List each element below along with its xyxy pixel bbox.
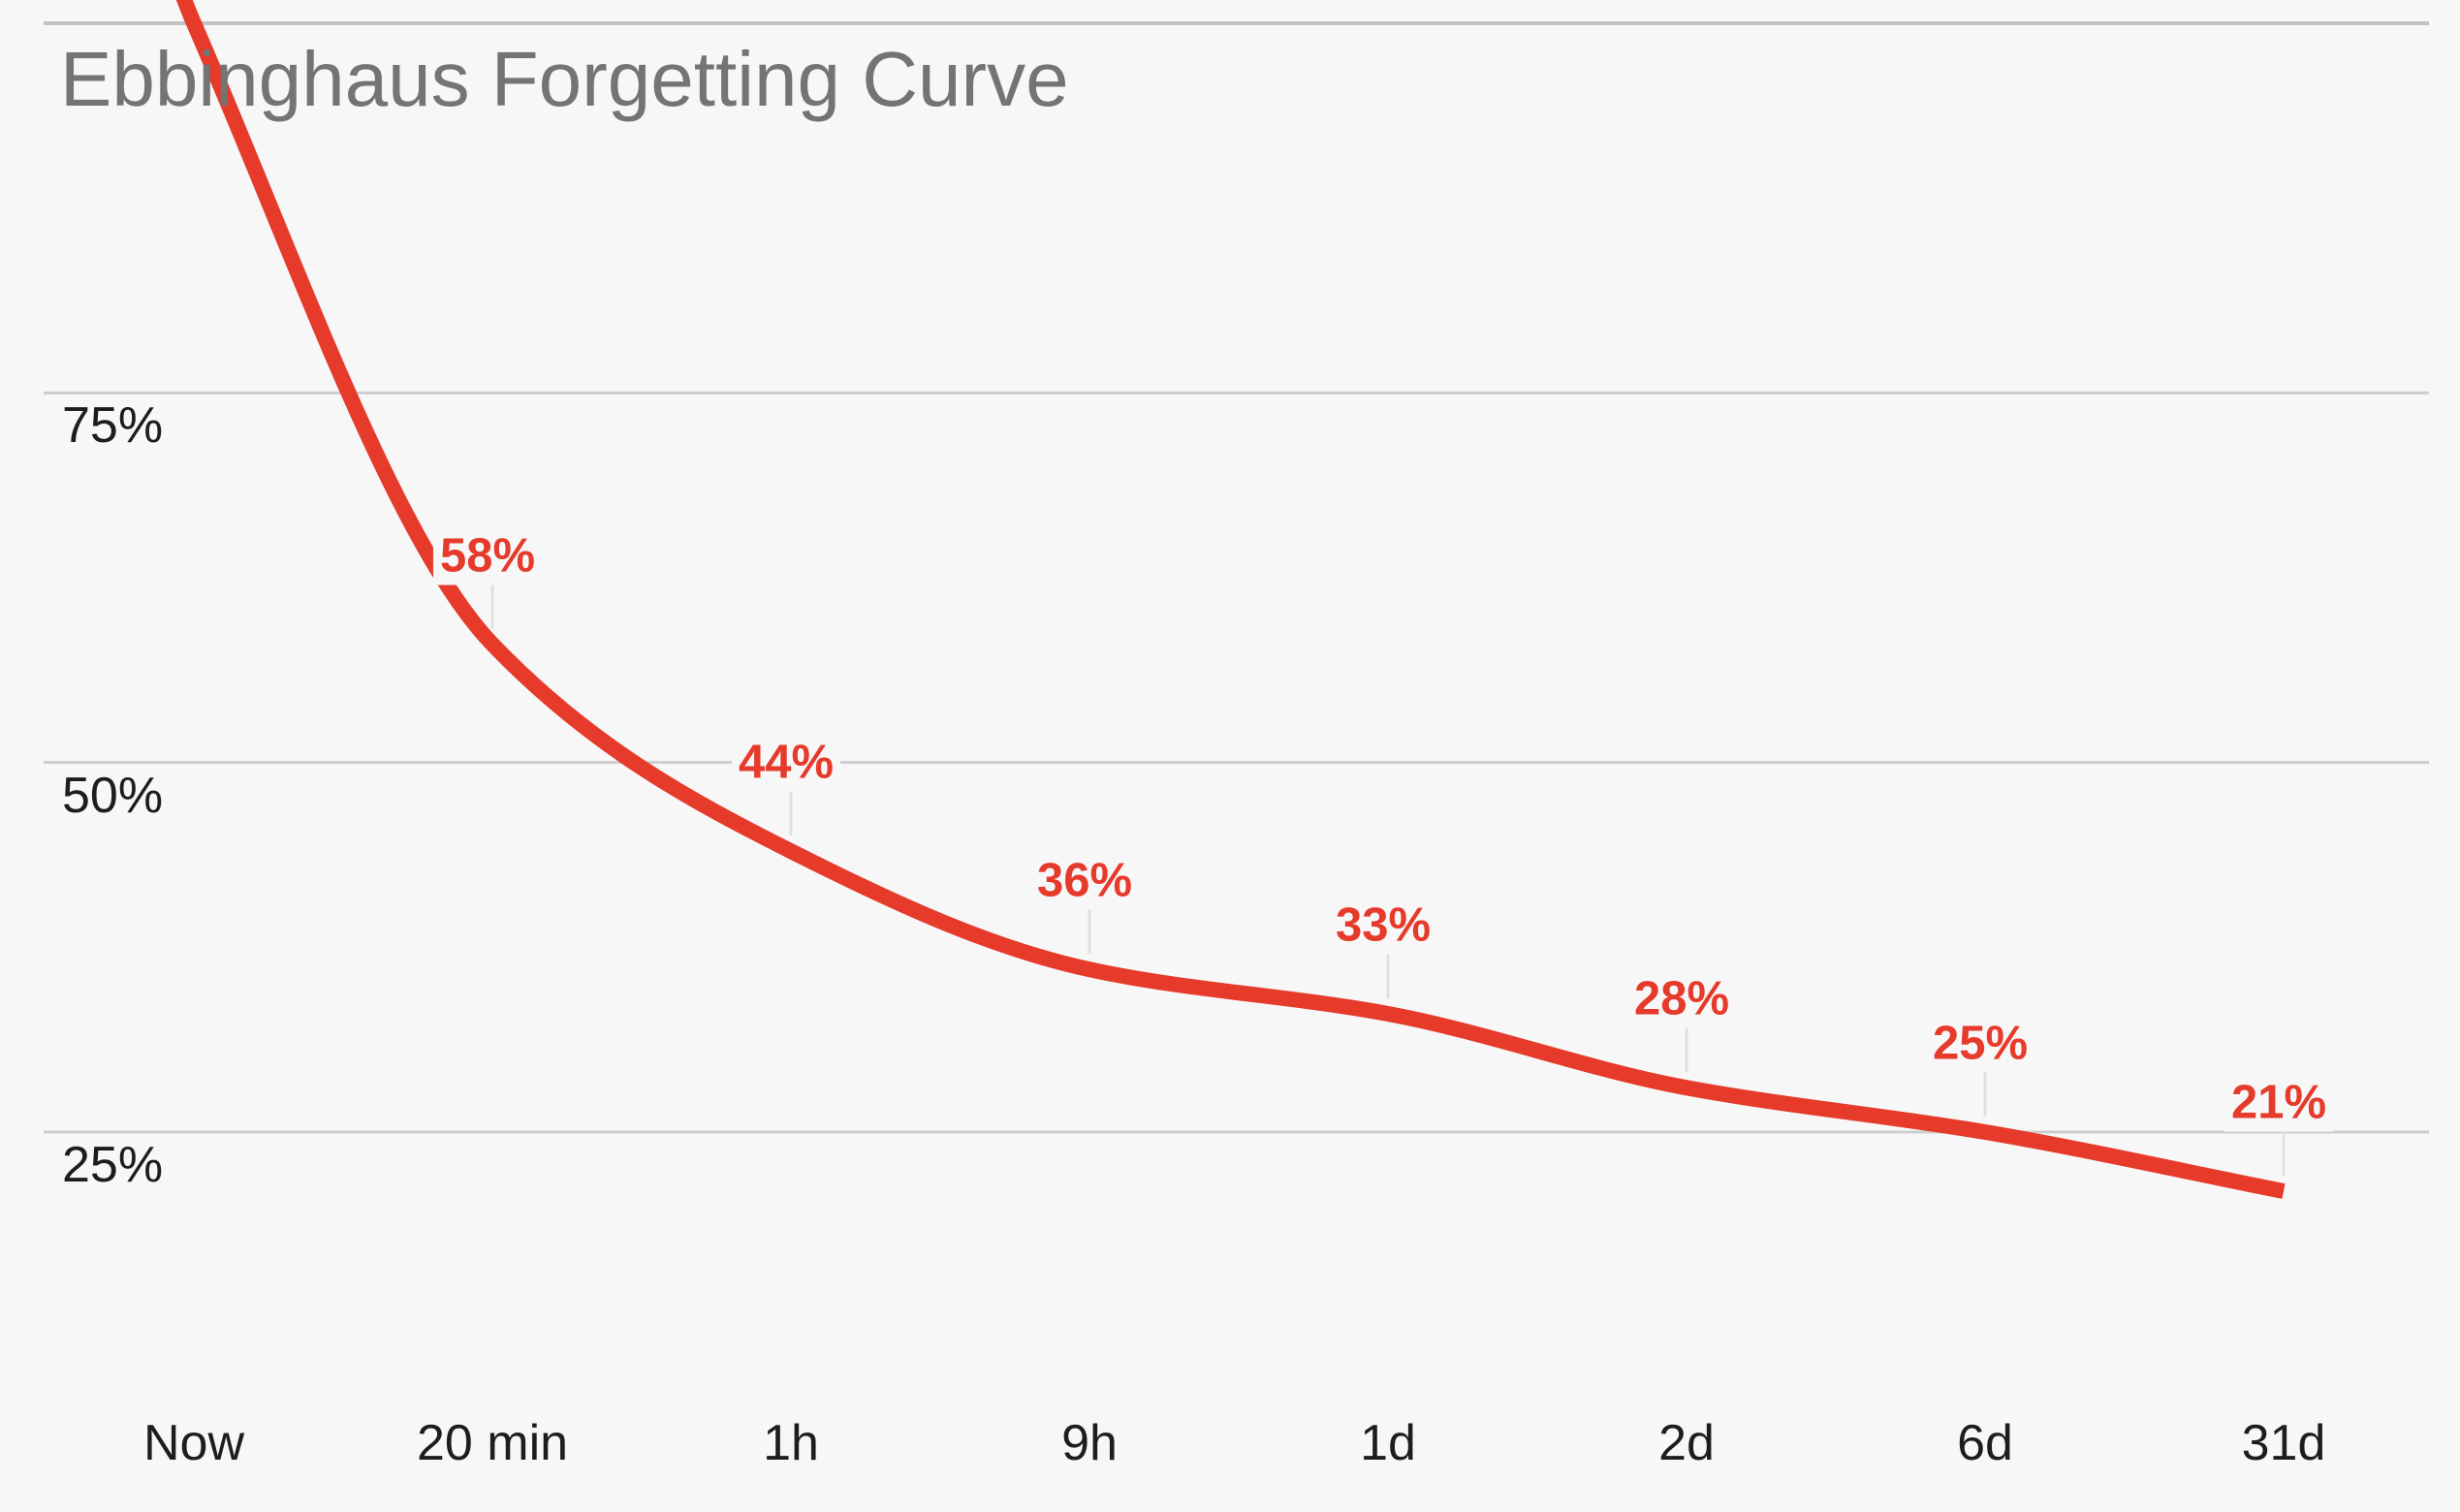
x-tick-label-1d: 1d bbox=[1360, 1415, 1416, 1471]
point-annotation-36%: 36% bbox=[1029, 852, 1140, 910]
y-tick-label-25%: 25% bbox=[62, 1136, 164, 1193]
point-annotation-25%: 25% bbox=[1925, 1015, 2035, 1073]
retention-curve bbox=[175, 0, 2286, 1199]
x-tick-label-6d: 6d bbox=[1957, 1415, 2013, 1471]
y-tick-label-75%: 75% bbox=[62, 397, 164, 455]
point-annotation-33%: 33% bbox=[1328, 897, 1438, 955]
x-tick-label-Now: Now bbox=[142, 1415, 245, 1471]
x-tick-label-1h: 1h bbox=[763, 1415, 819, 1471]
point-annotation-44%: 44% bbox=[731, 734, 841, 792]
x-tick-label-20-min: 20 min bbox=[416, 1415, 569, 1471]
x-tick-label-9h: 9h bbox=[1061, 1415, 1118, 1471]
point-annotation-21%: 21% bbox=[2223, 1074, 2334, 1132]
x-tick-label-31d: 31d bbox=[2241, 1415, 2326, 1471]
y-tick-label-50%: 50% bbox=[62, 767, 164, 824]
x-tick-label-2d: 2d bbox=[1658, 1415, 1715, 1471]
point-annotation-58%: 58% bbox=[432, 527, 543, 585]
chart-title: Ebbinghaus Forgetting Curve bbox=[60, 36, 1069, 122]
point-annotation-28%: 28% bbox=[1626, 970, 1737, 1028]
